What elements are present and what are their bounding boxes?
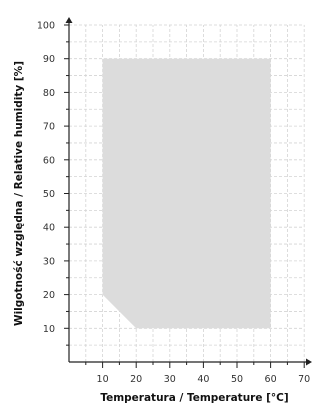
y-tick-label: 20 xyxy=(43,290,55,301)
x-tick-label: 10 xyxy=(97,374,109,385)
y-tick-label: 70 xyxy=(43,122,55,133)
x-tick-label: 70 xyxy=(298,374,310,385)
y-axis-title: Wilgotność względna / Relative humidity … xyxy=(13,61,25,326)
y-tick-label: 60 xyxy=(43,155,55,166)
axis-ticks xyxy=(64,24,305,368)
y-tick-label: 100 xyxy=(37,21,55,32)
x-tick-label: 40 xyxy=(197,374,209,385)
x-tick-label: 60 xyxy=(265,374,277,385)
operating-range-region xyxy=(102,58,271,329)
x-tick-label: 30 xyxy=(164,374,176,385)
x-axis-arrow-icon xyxy=(306,358,312,366)
y-tick-label: 30 xyxy=(43,256,55,267)
y-tick-label: 10 xyxy=(43,324,55,335)
y-tick-label: 40 xyxy=(43,223,55,234)
tick-labels: 10 20 30 40 50 60 70 80 90 100 10 20 30 40 50 60 70 xyxy=(37,21,310,386)
y-tick-label: 80 xyxy=(43,88,55,99)
y-tick-label: 90 xyxy=(43,54,55,65)
x-tick-label: 20 xyxy=(130,374,142,385)
y-axis-arrow-icon xyxy=(65,17,73,23)
y-tick-label: 50 xyxy=(43,189,55,200)
x-tick-label: 50 xyxy=(231,374,243,385)
x-axis-title: Temperatura / Temperature [°C] xyxy=(100,392,288,404)
